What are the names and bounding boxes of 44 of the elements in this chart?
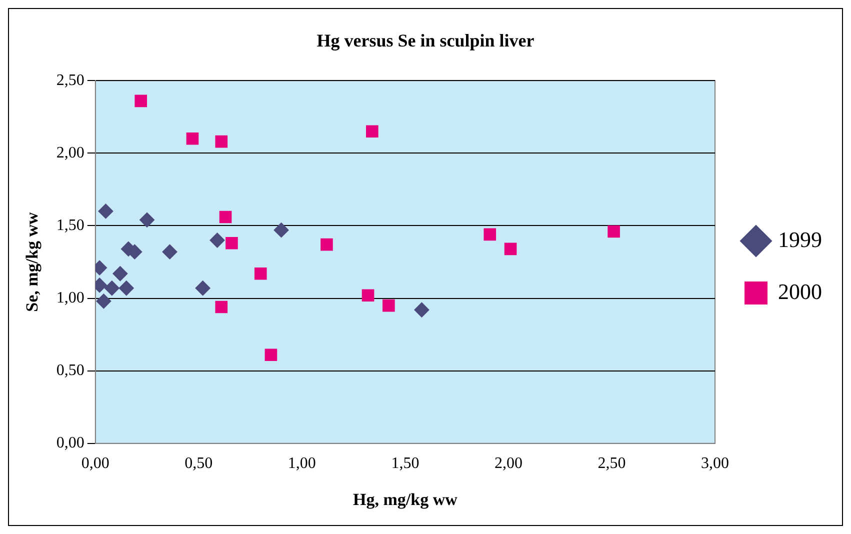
point [162, 244, 178, 260]
x-tick-label: 1,50 [391, 455, 420, 472]
point [608, 225, 620, 238]
x-tick-label: 2,50 [598, 455, 626, 472]
point [96, 294, 112, 309]
y-axis-title: Se, mg/kg ww [22, 211, 42, 312]
point [320, 238, 333, 251]
y-tick-label: 0,00 [56, 434, 84, 452]
point [104, 280, 120, 296]
point [210, 232, 225, 248]
y-tick-label: 1,50 [56, 216, 84, 234]
point [219, 210, 232, 224]
point [254, 267, 267, 280]
point [274, 222, 289, 238]
x-tick-label: 3,00 [701, 455, 729, 472]
point [414, 302, 430, 318]
point [504, 242, 517, 256]
x-tick-label: 0,50 [184, 455, 213, 472]
point [226, 236, 238, 250]
point [484, 228, 496, 241]
point [215, 135, 228, 148]
point [366, 125, 378, 138]
point [382, 299, 395, 312]
x-tick-label: 0,00 [81, 455, 110, 472]
point [112, 266, 128, 282]
point [134, 94, 147, 108]
legend-label: 2000 [778, 278, 822, 304]
y-tick-label: 1,00 [56, 289, 84, 306]
point [215, 300, 228, 314]
y-tick-label: 0,50 [56, 362, 84, 380]
x-tick-label: 1,00 [288, 455, 316, 472]
x-tick-label: 2,00 [494, 455, 522, 472]
point [118, 280, 134, 296]
legend-label: 1999 [778, 226, 822, 252]
point [140, 212, 155, 228]
point [186, 132, 199, 145]
x-axis-title: Hg, mg/kg ww [353, 490, 458, 510]
chart-title: Hg versus Se in sculpin liver [316, 30, 534, 50]
y-tick-label: 2,00 [56, 144, 84, 162]
point [98, 204, 114, 219]
point [362, 289, 374, 302]
y-tick-label: 2,50 [56, 72, 84, 89]
point [264, 348, 278, 362]
point [195, 280, 210, 296]
